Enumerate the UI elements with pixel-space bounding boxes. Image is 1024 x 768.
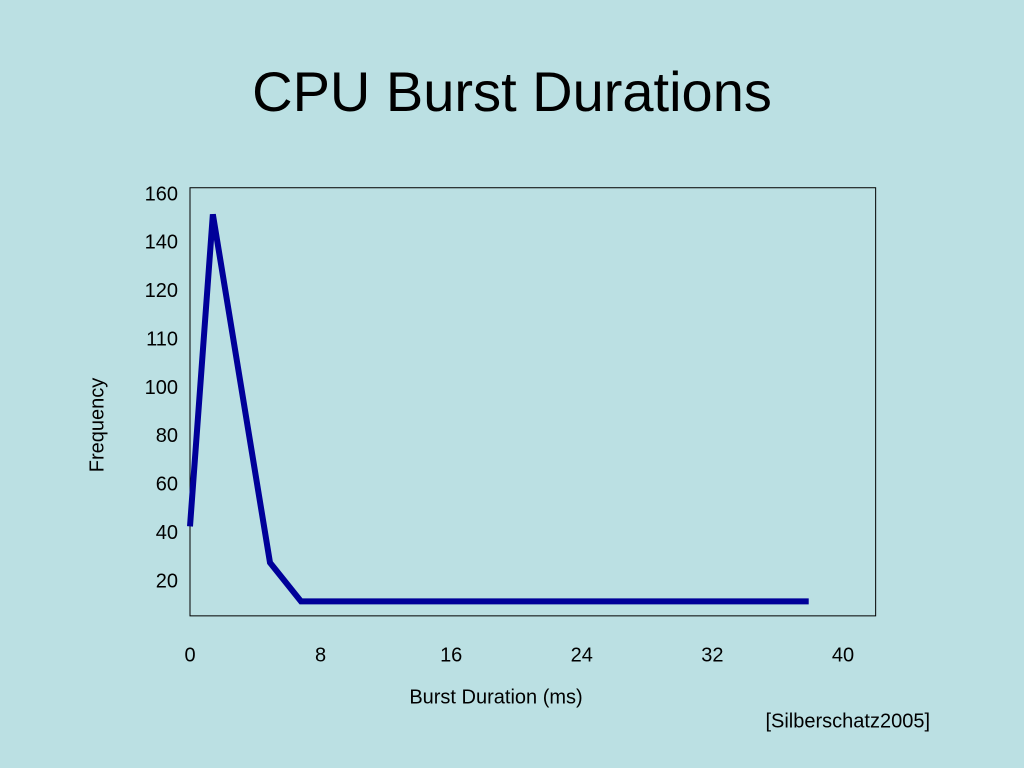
plot-frame <box>189 187 877 617</box>
x-tick-label: 16 <box>440 644 462 666</box>
x-axis-label: Burst Duration (ms) <box>409 686 582 708</box>
y-tick-label: 40 <box>156 522 178 544</box>
y-tick-label: 100 <box>145 377 178 399</box>
x-tick-label: 24 <box>571 644 593 666</box>
y-tick-label: 120 <box>145 280 178 302</box>
x-tick-label: 8 <box>315 644 326 666</box>
source-note: [Silberschatz2005] <box>765 710 930 732</box>
y-tick-label: 80 <box>156 425 178 447</box>
y-tick-label: 110 <box>146 328 178 350</box>
y-tick-label: 20 <box>156 570 178 592</box>
x-tick-label: 32 <box>701 644 723 666</box>
y-tick-label: 160 <box>145 183 178 205</box>
data-line <box>187 213 809 605</box>
y-tick-label: 60 <box>156 474 178 496</box>
y-axis-label: Frequency <box>86 378 108 473</box>
y-tick-label: 140 <box>145 232 178 254</box>
slide-title: CPU Burst Durations <box>252 60 772 123</box>
x-tick-label: 0 <box>184 644 195 666</box>
x-tick-label: 40 <box>832 644 854 666</box>
